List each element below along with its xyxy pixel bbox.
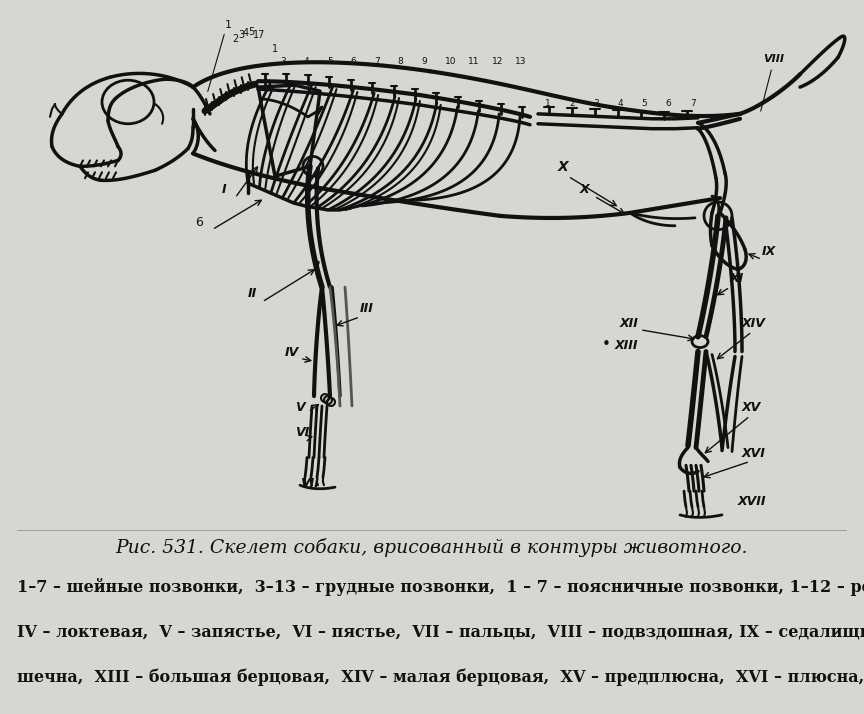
Text: 13: 13 <box>515 57 526 66</box>
Text: Рис. 531. Скелет собаки, врисованный в контуры животного.: Рис. 531. Скелет собаки, врисованный в к… <box>116 538 748 557</box>
Text: XII: XII <box>620 317 638 330</box>
Text: 11: 11 <box>468 57 480 66</box>
Text: 17: 17 <box>253 29 265 39</box>
Text: III: III <box>360 302 374 315</box>
Text: VI: VI <box>295 426 309 438</box>
Text: 1: 1 <box>272 44 278 54</box>
Text: 1–7 – шейные позвонки,  3–13 – грудные позвонки,  1 – 7 – поясничные позвонки, 1: 1–7 – шейные позвонки, 3–13 – грудные по… <box>17 578 864 595</box>
Text: IV: IV <box>285 346 299 359</box>
Text: 10: 10 <box>444 57 456 66</box>
Text: шечна,  XIII – большая берцовая,  XIV – малая берцовая,  XV – предплюсна,  XVI –: шечна, XIII – большая берцовая, XIV – ма… <box>17 668 864 686</box>
Text: XIII: XIII <box>615 338 638 351</box>
Text: •: • <box>602 336 611 351</box>
Text: 12: 12 <box>492 57 503 66</box>
Text: 5: 5 <box>642 99 647 108</box>
Text: VIII: VIII <box>763 54 784 64</box>
Text: 6: 6 <box>666 99 671 108</box>
Text: 6: 6 <box>351 57 356 66</box>
Text: 4: 4 <box>303 57 309 66</box>
Text: II: II <box>248 287 257 300</box>
Text: V: V <box>295 401 305 414</box>
Text: 1: 1 <box>545 99 550 108</box>
Text: XVII: XVII <box>738 495 766 508</box>
Text: 3: 3 <box>238 29 245 39</box>
Text: 4: 4 <box>618 99 623 108</box>
Text: 9: 9 <box>421 57 427 66</box>
Text: 3: 3 <box>594 99 599 108</box>
Text: XI: XI <box>730 272 744 285</box>
Text: VII: VII <box>300 477 319 491</box>
Text: IV – локтевая,  V – запястье,  VI – пястье,  VII – пальцы,  VIII – подвздошная, : IV – локтевая, V – запястье, VI – пястье… <box>17 623 864 640</box>
Text: 4: 4 <box>243 28 249 38</box>
Text: 5: 5 <box>248 26 254 36</box>
Text: IX: IX <box>762 246 776 258</box>
Text: XVI: XVI <box>742 448 766 461</box>
Text: X: X <box>580 183 589 196</box>
Text: 7: 7 <box>374 57 380 66</box>
Text: 2: 2 <box>232 34 238 44</box>
Text: X: X <box>558 161 569 174</box>
Text: 2: 2 <box>569 99 575 108</box>
Text: XV: XV <box>742 401 761 414</box>
Text: I: I <box>222 183 226 196</box>
Text: 8: 8 <box>397 57 403 66</box>
Text: 6: 6 <box>195 216 203 228</box>
Text: XIV: XIV <box>742 317 766 330</box>
Text: 1: 1 <box>225 20 232 30</box>
Text: 7: 7 <box>690 99 696 108</box>
Text: 5: 5 <box>327 57 333 66</box>
Text: 3: 3 <box>280 57 286 66</box>
